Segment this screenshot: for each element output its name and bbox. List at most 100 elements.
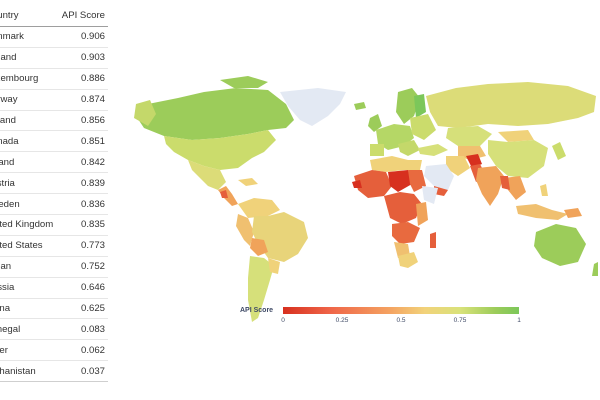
world-map-panel: [108, 0, 600, 400]
region-central-africa[interactable]: [384, 192, 422, 224]
country-name: Iceland: [0, 115, 16, 126]
region-australia[interactable]: [534, 224, 586, 266]
api-score-value: 0.856: [80, 115, 105, 126]
legend-tick: 0.25: [335, 317, 349, 324]
api-score-value: 0.906: [80, 31, 105, 43]
region-china[interactable]: [488, 140, 548, 178]
api-score-value: 0.835: [80, 219, 105, 231]
api-score-value: 0.886: [80, 73, 105, 85]
region-italy-balkans[interactable]: [398, 140, 420, 156]
table-row[interactable]: United States 0.773: [0, 236, 108, 257]
table-row[interactable]: Denmark 0.906: [0, 27, 108, 48]
country-name: China: [0, 303, 11, 315]
region-russia[interactable]: [426, 82, 596, 128]
region-senegal[interactable]: [352, 180, 362, 188]
table-row[interactable]: Russia 0.646: [0, 278, 108, 299]
table-row[interactable]: Finland 0.903: [0, 48, 108, 69]
region-india[interactable]: [476, 166, 504, 206]
table-row[interactable]: United Kingdom 0.835: [0, 215, 108, 236]
api-score-value: 0.903: [80, 52, 105, 64]
world-choropleth-map[interactable]: [108, 0, 600, 400]
region-new-guinea[interactable]: [564, 208, 582, 218]
table-row[interactable]: Senegal 0.083: [0, 319, 108, 341]
region-iran[interactable]: [446, 156, 470, 176]
api-score-value: 0.851: [80, 135, 105, 147]
table-row[interactable]: Canada 0.851: [0, 131, 108, 153]
country-name: United Kingdom: [0, 219, 54, 231]
table-row[interactable]: Iceland 0.856: [0, 111, 108, 132]
country-name: Ireland: [0, 156, 15, 168]
region-scandinavia[interactable]: [396, 88, 420, 124]
region-iberia[interactable]: [370, 144, 384, 156]
region-indonesia[interactable]: [516, 204, 568, 220]
region-west-africa[interactable]: [354, 170, 392, 198]
region-uk-ireland[interactable]: [368, 114, 382, 132]
api-score-value: 0.752: [80, 261, 105, 273]
legend-tick: 0.75: [453, 317, 467, 324]
region-iceland[interactable]: [354, 102, 366, 110]
table-row[interactable]: Ireland 0.842: [0, 152, 108, 174]
region-finland[interactable]: [414, 94, 426, 118]
region-turkey[interactable]: [418, 144, 448, 156]
table-row[interactable]: Afghanistan 0.037: [0, 361, 108, 383]
country-name: Japan: [0, 261, 12, 273]
api-score-value: 0.083: [80, 323, 105, 335]
table-row[interactable]: Niger 0.062: [0, 340, 108, 362]
region-mongolia[interactable]: [498, 130, 534, 142]
region-alaska[interactable]: [134, 100, 156, 126]
country-name: Finland: [0, 52, 17, 64]
region-arabia[interactable]: [424, 164, 454, 190]
table-row[interactable]: Austria 0.839: [0, 173, 108, 195]
country-name: Austria: [0, 177, 15, 189]
region-argentina-chile[interactable]: [248, 256, 274, 322]
region-myanmar[interactable]: [500, 176, 510, 190]
country-name: United States: [0, 240, 43, 252]
table-row[interactable]: China 0.625: [0, 299, 108, 320]
region-new-zealand[interactable]: [592, 262, 598, 276]
region-colombia-venezuela[interactable]: [238, 198, 280, 218]
legend-colorbar: [283, 307, 519, 314]
region-mexico[interactable]: [188, 160, 226, 190]
table-row[interactable]: Luxembourg 0.886: [0, 69, 108, 90]
region-north-africa[interactable]: [370, 156, 422, 172]
country-name: Afghanistan: [0, 365, 36, 377]
region-eastern-europe[interactable]: [410, 114, 436, 140]
table-row[interactable]: Sweden 0.836: [0, 194, 108, 216]
region-peru[interactable]: [236, 214, 254, 246]
api-score-value: 0.839: [80, 177, 105, 189]
region-greenland[interactable]: [280, 88, 346, 126]
legend-tick: 1: [517, 317, 521, 324]
region-philippines[interactable]: [540, 184, 548, 196]
region-arctic-islands[interactable]: [220, 76, 268, 88]
region-ethiopia-somalia[interactable]: [422, 186, 438, 204]
region-paraguay-uruguay[interactable]: [268, 258, 280, 274]
legend-title: API Score: [240, 307, 274, 314]
region-sudan[interactable]: [408, 170, 426, 192]
score-column-header[interactable]: API Score: [61, 10, 105, 21]
region-caribbean[interactable]: [238, 178, 258, 186]
table-body: Denmark 0.906 Finland 0.903 Luxembourg 0.886 N…: [0, 27, 108, 383]
region-south-africa[interactable]: [398, 252, 418, 268]
color-legend: API Score 0 0.25 0.5 0.75 1: [240, 300, 540, 330]
api-score-value: 0.836: [80, 198, 105, 210]
table-row[interactable]: Norway 0.874: [0, 90, 108, 111]
region-southeast-asia[interactable]: [504, 176, 526, 200]
table-row[interactable]: Japan 0.752: [0, 257, 108, 278]
country-column-header[interactable]: Country: [0, 10, 19, 21]
api-score-value: 0.646: [80, 282, 105, 294]
legend-tick: 0.5: [396, 317, 406, 324]
region-canada[interactable]: [136, 88, 294, 140]
region-east-africa[interactable]: [416, 202, 428, 226]
region-korea-japan[interactable]: [552, 142, 566, 160]
region-central-america[interactable]: [218, 186, 238, 206]
region-guatemala[interactable]: [220, 190, 228, 198]
country-name: Denmark: [0, 31, 24, 43]
region-kazakhstan[interactable]: [446, 126, 492, 146]
region-angola-zambia[interactable]: [392, 222, 420, 244]
region-united-states[interactable]: [164, 130, 276, 170]
region-niger-chad[interactable]: [388, 170, 412, 192]
api-score-value: 0.062: [80, 344, 105, 356]
region-madagascar[interactable]: [430, 232, 436, 248]
region-bolivia[interactable]: [250, 238, 268, 256]
country-name: Niger: [0, 344, 8, 356]
